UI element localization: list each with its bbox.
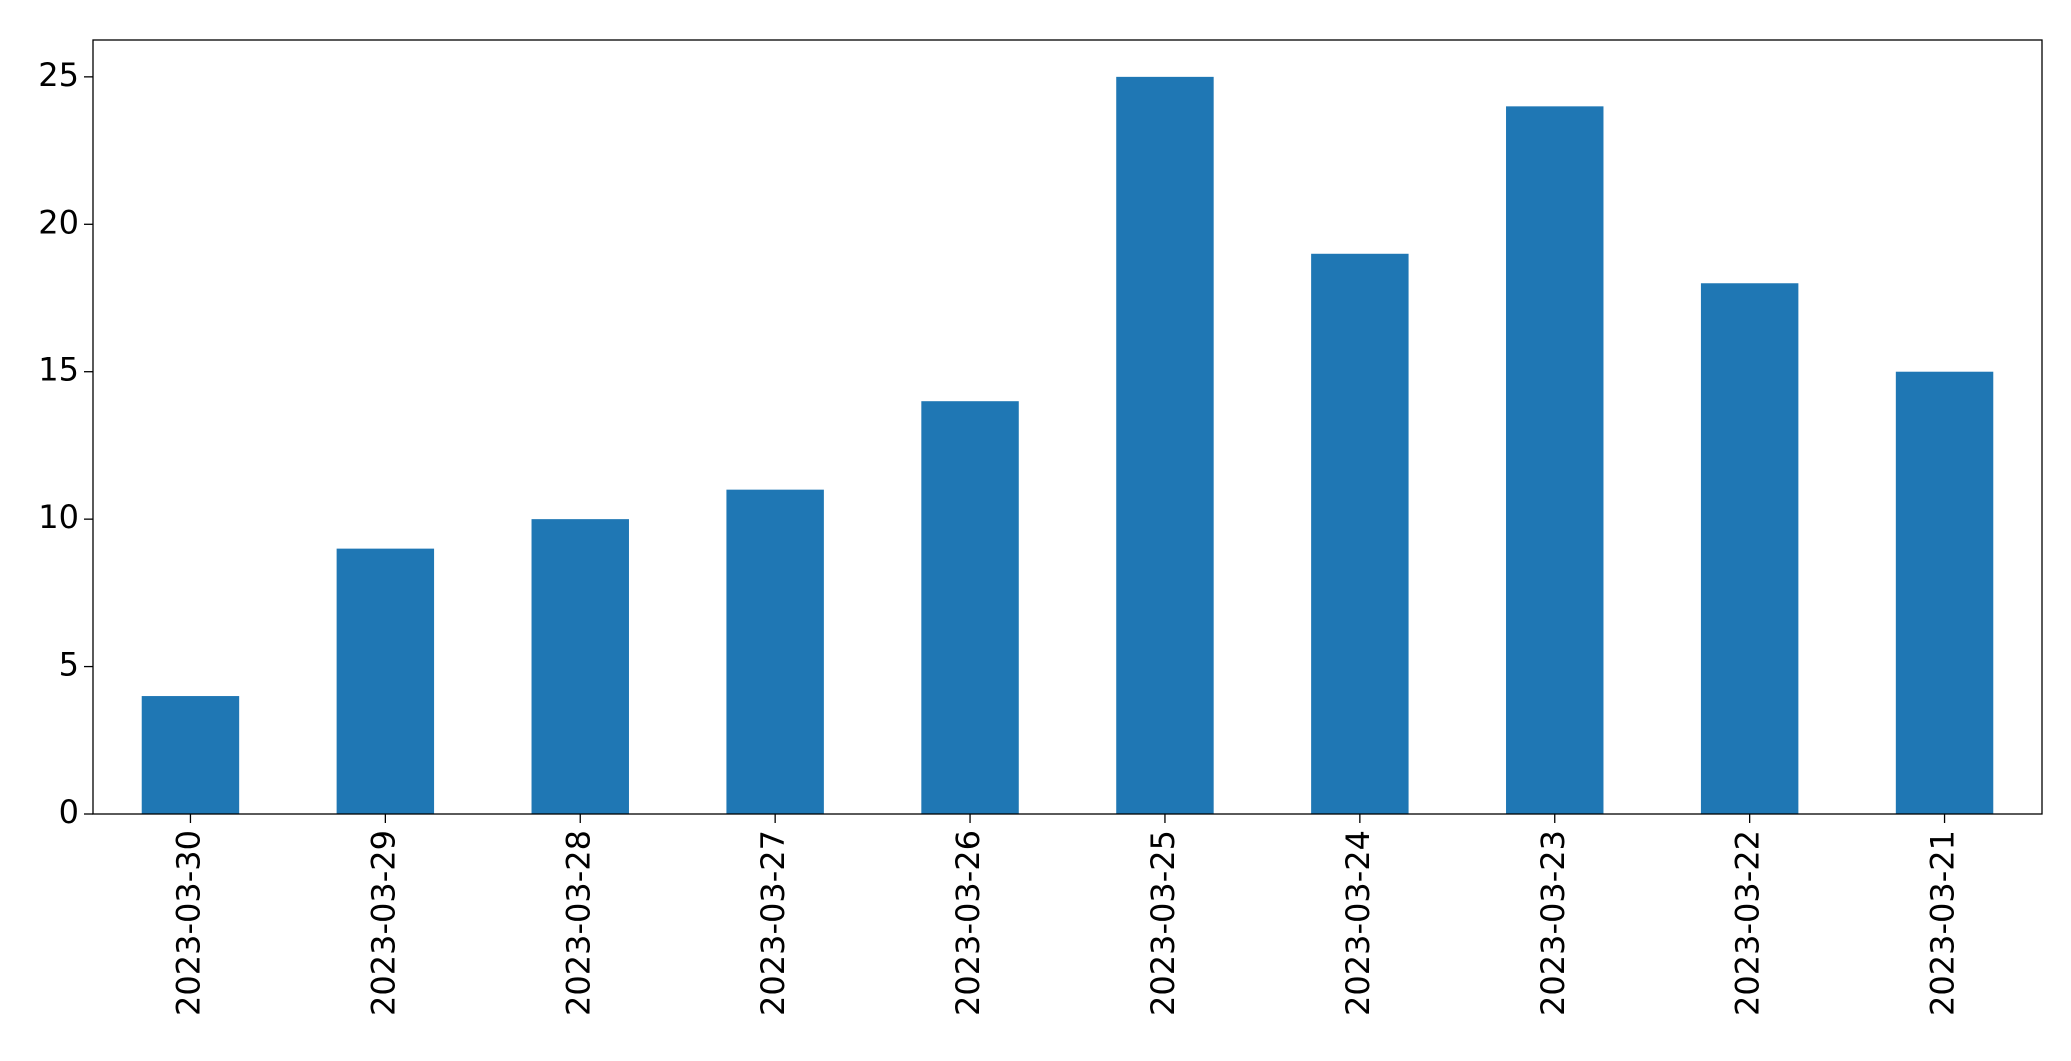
x-tick-label: 2023-03-30 <box>169 830 207 1016</box>
x-tick-label: 2023-03-22 <box>1729 830 1767 1016</box>
y-tick-label: 15 <box>38 351 79 389</box>
plot-frame <box>92 39 2043 815</box>
bar <box>141 696 240 814</box>
x-tick-label: 2023-03-29 <box>364 830 402 1016</box>
x-tick-label: 2023-03-23 <box>1534 830 1572 1016</box>
bar <box>1506 106 1604 815</box>
x-tick-label: 2023-03-21 <box>1924 830 1962 1016</box>
x-tick-label: 2023-03-24 <box>1339 830 1377 1016</box>
bar <box>1116 76 1214 815</box>
bar <box>921 401 1019 814</box>
y-tick-label: 5 <box>59 646 79 684</box>
y-tick-label: 20 <box>38 203 79 241</box>
bar <box>336 548 435 814</box>
bar <box>726 489 824 814</box>
x-tick-label: 2023-03-28 <box>559 830 597 1016</box>
x-tick-label: 2023-03-25 <box>1144 830 1182 1016</box>
bar <box>1311 253 1409 814</box>
y-tick-label: 0 <box>59 793 79 831</box>
y-tick-label: 25 <box>38 56 79 94</box>
bar <box>1895 371 1994 814</box>
x-tick-label: 2023-03-27 <box>754 830 792 1016</box>
y-tick-label: 10 <box>38 498 79 536</box>
bar <box>531 519 629 814</box>
bar <box>1700 283 1799 814</box>
x-tick-label: 2023-03-26 <box>949 830 987 1016</box>
